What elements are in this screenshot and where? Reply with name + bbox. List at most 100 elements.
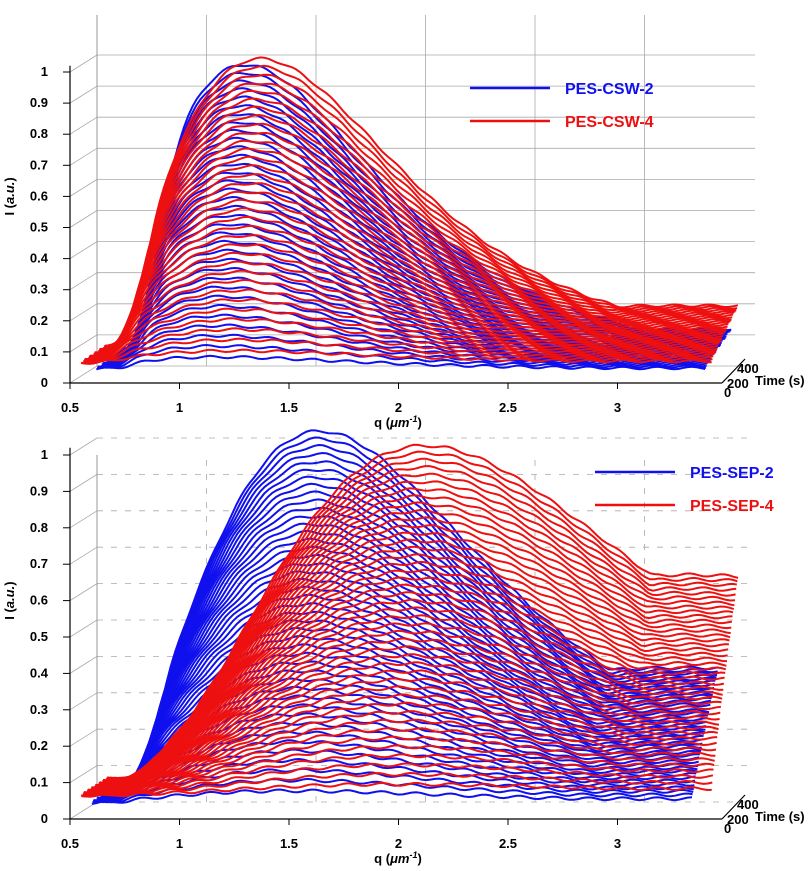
series-line-pes-csw-4 — [81, 337, 713, 365]
series-line-pes-sep-4 — [80, 781, 712, 798]
grid-line-y-side — [69, 728, 98, 747]
series-line-pes-sep-4 — [88, 669, 720, 793]
series-line-pes-sep-2 — [116, 451, 717, 787]
grid-line-y-side — [69, 303, 98, 322]
x-tick-label: 1.5 — [280, 836, 298, 851]
grid-line-y-side — [69, 546, 98, 565]
series-line-pes-sep-4 — [102, 501, 734, 783]
bottom-chart-panel: 0 0.1 0.2 0.3 0.4 0.5 0.6 0.7 0.8 0.9 1 0.5 1 1.5 2 2.5… — [2, 429, 805, 866]
series-line-pes-sep-2 — [110, 529, 711, 793]
legend-label: PES-SEP-4 — [690, 498, 774, 515]
grid-line-y-side — [69, 474, 98, 492]
series-line-pes-sep-4 — [81, 762, 714, 797]
series-line-pes-sep-4 — [82, 753, 714, 797]
series-line-pes-csw-4 — [91, 215, 724, 358]
grid-line-y-side — [69, 365, 98, 384]
series-line-pes-sep-2 — [106, 570, 708, 795]
y-tick-label: 0.7 — [30, 157, 48, 172]
series-line-pes-csw-4 — [91, 224, 723, 358]
y-tick-label: 0.6 — [30, 188, 48, 203]
series-line-pes-csw-4 — [102, 97, 734, 350]
y-tick-label: 0.2 — [30, 738, 48, 753]
series-line-pes-sep-2 — [103, 610, 705, 796]
series-line-pes-sep-4 — [97, 560, 729, 788]
series-line-pes-sep-2 — [103, 619, 704, 798]
series-line-pes-sep-2 — [110, 522, 712, 793]
y-tick-label: 0 — [41, 811, 48, 826]
y-tick-label: 0.5 — [30, 220, 48, 235]
y-axis-label: I (a.u.) — [2, 581, 17, 619]
y-tick-label: 1 — [41, 447, 48, 462]
series-line-pes-sep-2 — [117, 436, 718, 788]
series-line-pes-sep-4 — [86, 693, 718, 794]
series-line-pes-sep-4 — [85, 718, 717, 796]
series-line-pes-csw-4 — [97, 155, 729, 354]
y-tick-label: 0.9 — [30, 95, 48, 110]
y-tick-label: 0.9 — [30, 483, 48, 498]
series-line-pes-sep-2 — [112, 498, 714, 789]
series-line-pes-sep-2 — [91, 788, 693, 805]
series-line-pes-sep-2 — [114, 468, 716, 790]
series-line-pes-sep-2 — [113, 490, 714, 790]
y-tick-label: 0.3 — [30, 282, 48, 297]
series-line-pes-csw-4 — [82, 327, 714, 364]
series-line-pes-sep-2 — [102, 634, 703, 798]
z-tick-label: 400 — [737, 797, 759, 812]
series-line-pes-csw-4 — [106, 64, 738, 348]
series-line-pes-csw-4 — [84, 298, 716, 362]
series-line-pes-sep-2 — [93, 767, 694, 804]
series-line-pes-csw-2 — [97, 333, 707, 369]
series-line-pes-csw-4 — [106, 56, 739, 348]
series-line-pes-sep-4 — [105, 457, 737, 781]
series-line-pes-sep-4 — [104, 472, 736, 783]
grid-line-y-side — [69, 765, 98, 783]
grid-line-y-side — [69, 210, 98, 228]
grid-line-y-side — [69, 583, 98, 601]
top-chart-panel: 0 0.1 0.2 0.3 0.4 0.5 0.6 0.7 0.8 0.9 1 0.5 1 1.5 2 2.5… — [2, 15, 805, 430]
series-line-pes-sep-4 — [96, 568, 728, 788]
z-axis-line — [721, 794, 746, 820]
x-tick-label: 0.5 — [61, 400, 79, 415]
series-line-pes-sep-2 — [101, 643, 702, 798]
grid-line-y-side — [69, 54, 98, 73]
grid-line-y-side — [69, 85, 98, 104]
z-tick-label: 0 — [724, 385, 731, 400]
x-tick-label: 2.5 — [499, 836, 517, 851]
z-tick-label: 0 — [724, 821, 731, 836]
z-axis-line — [721, 358, 746, 384]
y-tick-label: 0.1 — [30, 344, 48, 359]
z-tick-label: 400 — [737, 361, 759, 376]
series-line-pes-csw-4 — [95, 182, 727, 354]
series-line-pes-sep-4 — [95, 591, 727, 789]
series-line-pes-sep-4 — [89, 653, 722, 792]
grid-line-y-side — [69, 692, 98, 711]
series-line-pes-sep-2 — [111, 506, 713, 790]
series-line-pes-sep-4 — [98, 545, 730, 786]
series-line-pes-sep-4 — [93, 614, 725, 790]
z-tick-label: 200 — [727, 812, 749, 827]
series-line-pes-sep-4 — [93, 606, 725, 790]
series-line-pes-csw-4 — [80, 348, 712, 365]
series-line-pes-csw-4 — [105, 73, 737, 348]
grid-line-y-side — [69, 801, 98, 820]
grid-line-y-side — [69, 272, 98, 291]
y-tick-label: 0.5 — [30, 629, 48, 644]
series-line-pes-csw-4 — [83, 317, 715, 363]
y-tick-label: 0.2 — [30, 313, 48, 328]
grid-line-y-side — [69, 619, 98, 638]
series-line-pes-sep-2 — [118, 429, 719, 788]
z-axis-label: Time (s) — [755, 373, 805, 388]
y-tick-label: 0.4 — [30, 251, 49, 266]
y-axis-label: I (a.u.) — [2, 177, 17, 215]
series-line-pes-sep-4 — [83, 744, 715, 796]
grid-line-y-side — [69, 179, 98, 197]
series-line-pes-sep-4 — [92, 622, 724, 791]
series-line-pes-sep-4 — [107, 443, 739, 781]
y-tick-label: 0.3 — [30, 702, 48, 717]
series-line-pes-sep-4 — [81, 771, 713, 798]
series-line-pes-sep-4 — [89, 661, 721, 793]
series-line-pes-sep-4 — [84, 727, 716, 796]
series-line-pes-csw-2 — [96, 354, 706, 371]
grid-line-y-side — [69, 656, 98, 674]
